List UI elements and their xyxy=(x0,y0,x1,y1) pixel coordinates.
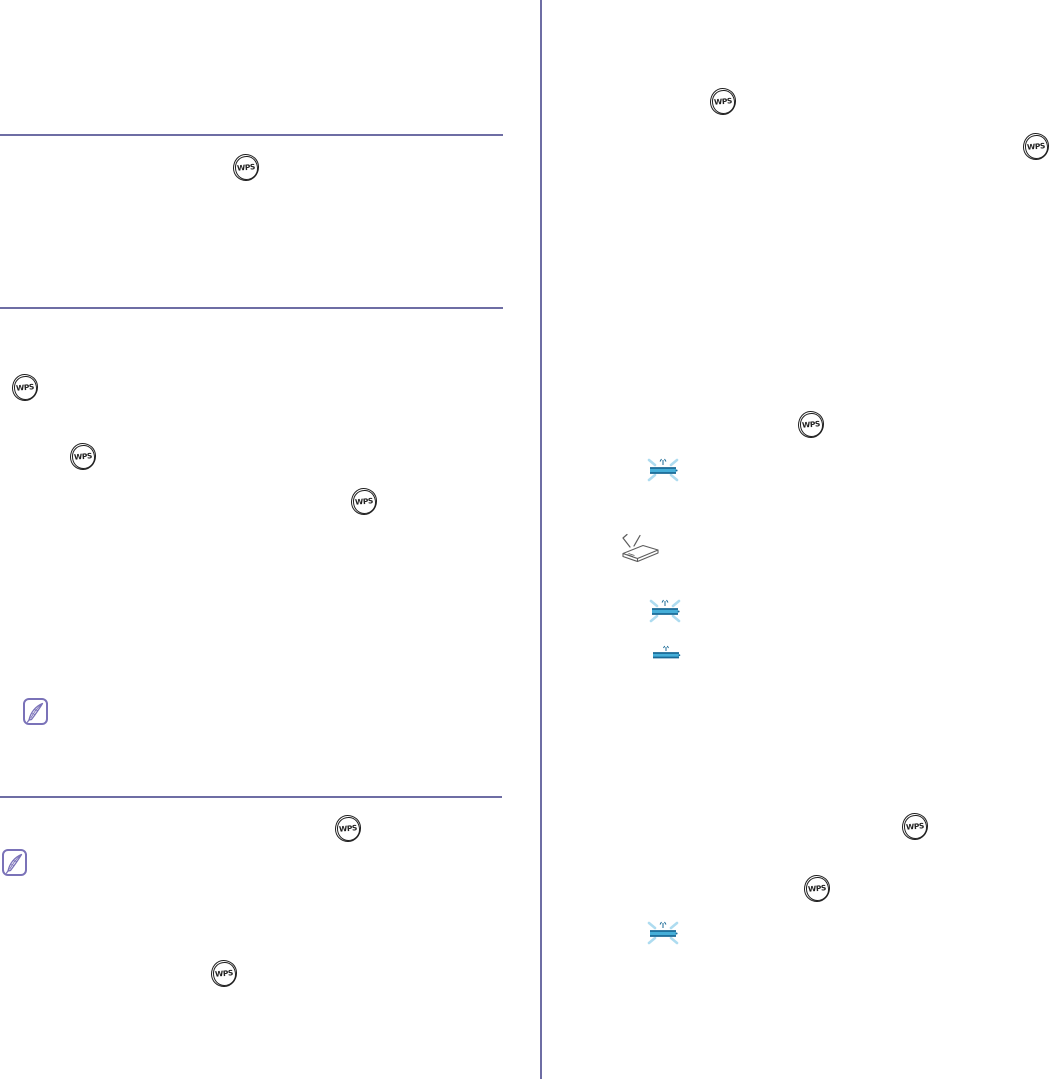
quill-glyph xyxy=(26,701,46,723)
wps-button-icon: WPS xyxy=(798,411,824,438)
wps-button-label: WPS xyxy=(338,822,358,834)
wps-button-label: WPS xyxy=(73,450,93,462)
wps-button-icon: WPS xyxy=(351,488,377,515)
led-blink-glyph xyxy=(647,590,683,632)
wps-button-label: WPS xyxy=(713,95,733,107)
wps-button-icon: WPS xyxy=(211,960,237,987)
router-icon xyxy=(620,530,660,566)
wps-button-icon: WPS xyxy=(710,88,736,115)
wps-button-label: WPS xyxy=(1026,140,1046,152)
section-divider xyxy=(0,307,503,309)
wps-button-icon: WPS xyxy=(1023,133,1049,160)
note-icon xyxy=(23,698,48,725)
wireless-led-blinking-icon xyxy=(645,449,681,491)
wps-button-label: WPS xyxy=(801,418,821,430)
wps-button-icon: WPS xyxy=(335,815,361,842)
wps-button-label: WPS xyxy=(236,161,256,173)
wps-button-label: WPS xyxy=(214,967,234,979)
wps-button-label: WPS xyxy=(15,381,35,393)
quill-glyph xyxy=(5,852,25,874)
led-blink-glyph xyxy=(645,912,681,954)
wps-button-icon: WPS xyxy=(902,813,928,840)
column-divider xyxy=(540,0,542,1079)
wps-button-icon: WPS xyxy=(12,374,38,401)
router-glyph xyxy=(620,530,660,566)
wireless-led-blinking-icon xyxy=(647,590,683,632)
wireless-led-blinking-icon xyxy=(645,912,681,954)
wps-button-label: WPS xyxy=(354,495,374,507)
section-divider xyxy=(0,134,503,136)
wps-button-label: WPS xyxy=(905,820,925,832)
wps-button-icon: WPS xyxy=(233,154,259,181)
section-divider xyxy=(0,796,502,798)
led-blink-glyph xyxy=(645,449,681,491)
led-solid-glyph xyxy=(651,642,681,660)
wps-button-label: WPS xyxy=(807,882,827,894)
wireless-led-on-icon xyxy=(651,642,681,660)
wps-button-icon: WPS xyxy=(804,875,830,902)
note-icon xyxy=(2,849,27,876)
wps-button-icon: WPS xyxy=(70,443,96,470)
